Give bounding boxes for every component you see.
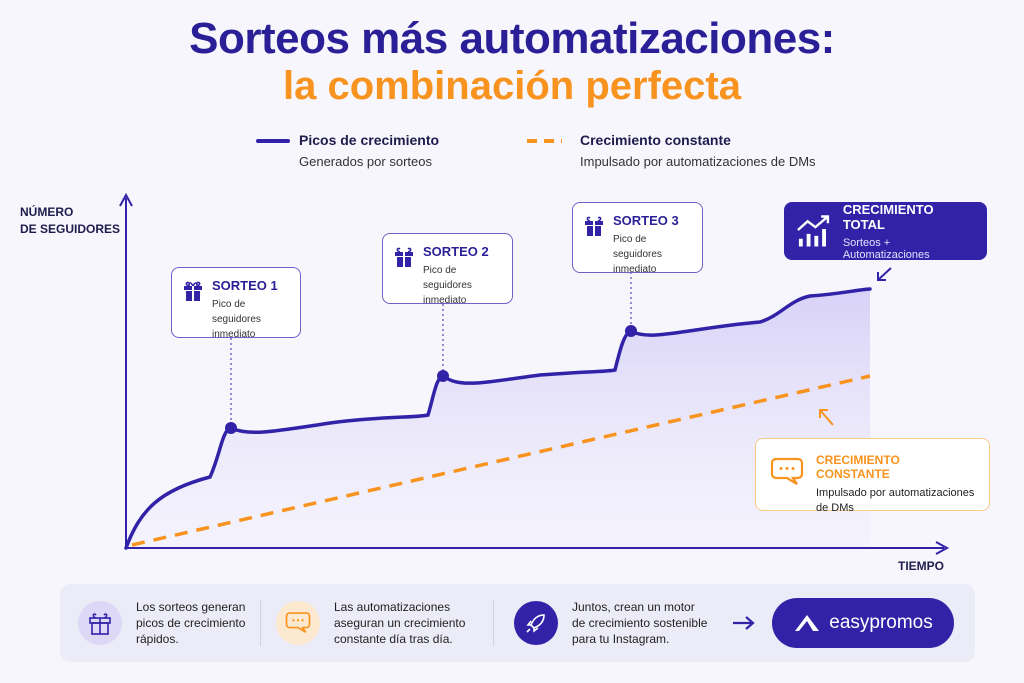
constant-growth-box: CRECIMIENTO CONSTANTE Impulsado por autom…	[755, 438, 990, 514]
total-arrow-icon	[877, 267, 892, 281]
summary-item-automatizaciones: Las automatizaciones aseguran un crecimie…	[276, 584, 465, 662]
rocket-icon	[514, 601, 558, 645]
legend-dashed-sublabel: Impulsado por automatizaciones de DMs	[580, 154, 816, 169]
legend-solid-label: Picos de crecimiento	[299, 132, 440, 148]
y-axis-label: NÚMERO DE SEGUIDORES	[20, 205, 121, 236]
x-axis-label: TIEMPO	[898, 559, 945, 573]
constant-growth-line	[131, 374, 871, 547]
summary-item-juntos: Juntos, crean un motor de crecimiento sos…	[514, 584, 707, 662]
summary-item-sorteos: Los sorteos generan picos de crecimiento r…	[78, 584, 245, 662]
peak-point-1	[225, 422, 237, 434]
legend-dashed-label: Crecimiento constante	[580, 132, 731, 148]
peak-point-2	[437, 370, 449, 382]
chat-bubble-icon	[770, 457, 804, 485]
annotation-sorteo-3: SORTEO 3 Pico de seguidores inmediato	[572, 202, 703, 275]
total-growth-box: CRECIMIENTO TOTAL Sorteos + Automatizacio…	[784, 202, 987, 261]
growth-chart-icon	[797, 215, 830, 247]
arrow-right-icon	[733, 616, 755, 630]
summary-bar: Los sorteos generan picos de crecimiento r…	[60, 584, 975, 662]
legend-solid-sublabel: Generados por sorteos	[299, 154, 432, 169]
constant-arrow-icon	[819, 409, 834, 426]
title-line-2: la combinación perfecta	[283, 64, 741, 108]
peak-point-3	[625, 325, 637, 337]
growth-area	[126, 289, 870, 548]
gift-icon	[395, 247, 413, 267]
easypromos-logo-button[interactable]: easypromos	[772, 598, 954, 648]
gift-icon	[78, 601, 122, 645]
gift-icon	[184, 281, 202, 301]
easypromos-logo-icon	[795, 615, 820, 631]
title-line-1: Sorteos más automatizaciones:	[189, 14, 835, 63]
chat-bubble-icon	[276, 601, 320, 645]
annotation-sorteo-2: SORTEO 2 Pico de seguidores inmediato	[382, 233, 513, 306]
annotation-sorteo-1: SORTEO 1 Pico de seguidores inmediato	[171, 267, 301, 340]
gift-icon	[585, 216, 603, 236]
